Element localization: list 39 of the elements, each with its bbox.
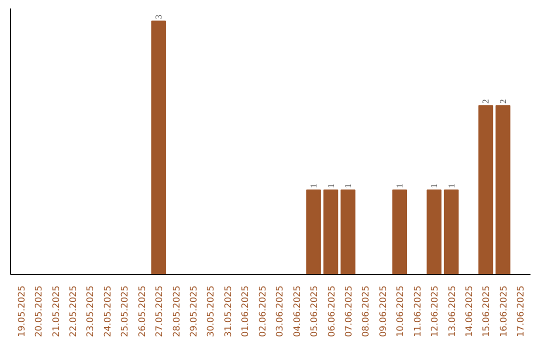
x-tick-label: 19.05.2025 [17,286,28,338]
data-label: 1 [394,184,405,188]
x-tick-label: 06.06.2025 [327,286,338,338]
x-tick-label: 03.06.2025 [276,286,286,338]
x-tick-label: 22.05.2025 [68,286,79,338]
data-label: 1 [308,184,319,188]
x-tick-label: 05.06.2025 [310,286,320,338]
x-tick-label: 20.05.2025 [34,286,45,338]
x-tick-label: 15.06.2025 [482,286,492,338]
x-tick-label: 29.05.2025 [190,286,200,338]
data-label: 1 [326,184,336,188]
x-tick-label: 26.05.2025 [138,286,148,338]
x-tick-label: 31.05.2025 [224,286,234,338]
x-tick-label: 14.06.2025 [465,286,476,338]
x-tick-label: 16.06.2025 [499,286,510,338]
data-label: 3 [154,14,164,20]
x-tick-label: 12.06.2025 [430,286,441,338]
x-tick-label: 10.06.2025 [396,286,406,338]
x-tick-label: 17.06.2025 [516,286,527,338]
x-tick-label: 02.06.2025 [258,286,268,338]
x-tick-label: 23.05.2025 [86,286,96,338]
x-tick-label: 11.06.2025 [413,286,424,338]
x-tick-label: 24.05.2025 [103,286,114,338]
x-tick-label: 25.05.2025 [120,286,131,338]
x-tick-label: 09.06.2025 [378,286,389,338]
x-tick-label: 13.06.2025 [448,286,458,338]
x-tick-label: 07.06.2025 [344,286,354,338]
x-tick-label: 28.05.2025 [172,286,182,338]
data-label: 1 [342,184,353,188]
data-label: 1 [446,184,456,188]
x-tick-label: 21.05.2025 [52,286,62,338]
x-tick-label: 30.05.2025 [206,286,217,338]
x-tick-label: 08.06.2025 [362,286,372,338]
data-label: 1 [429,184,440,188]
x-tick-label: 01.06.2025 [241,286,252,338]
data-label: 2 [480,99,491,104]
data-label: 2 [498,99,508,104]
x-tick-label: 04.06.2025 [292,286,303,338]
x-tick-label: 27.05.2025 [155,286,166,338]
